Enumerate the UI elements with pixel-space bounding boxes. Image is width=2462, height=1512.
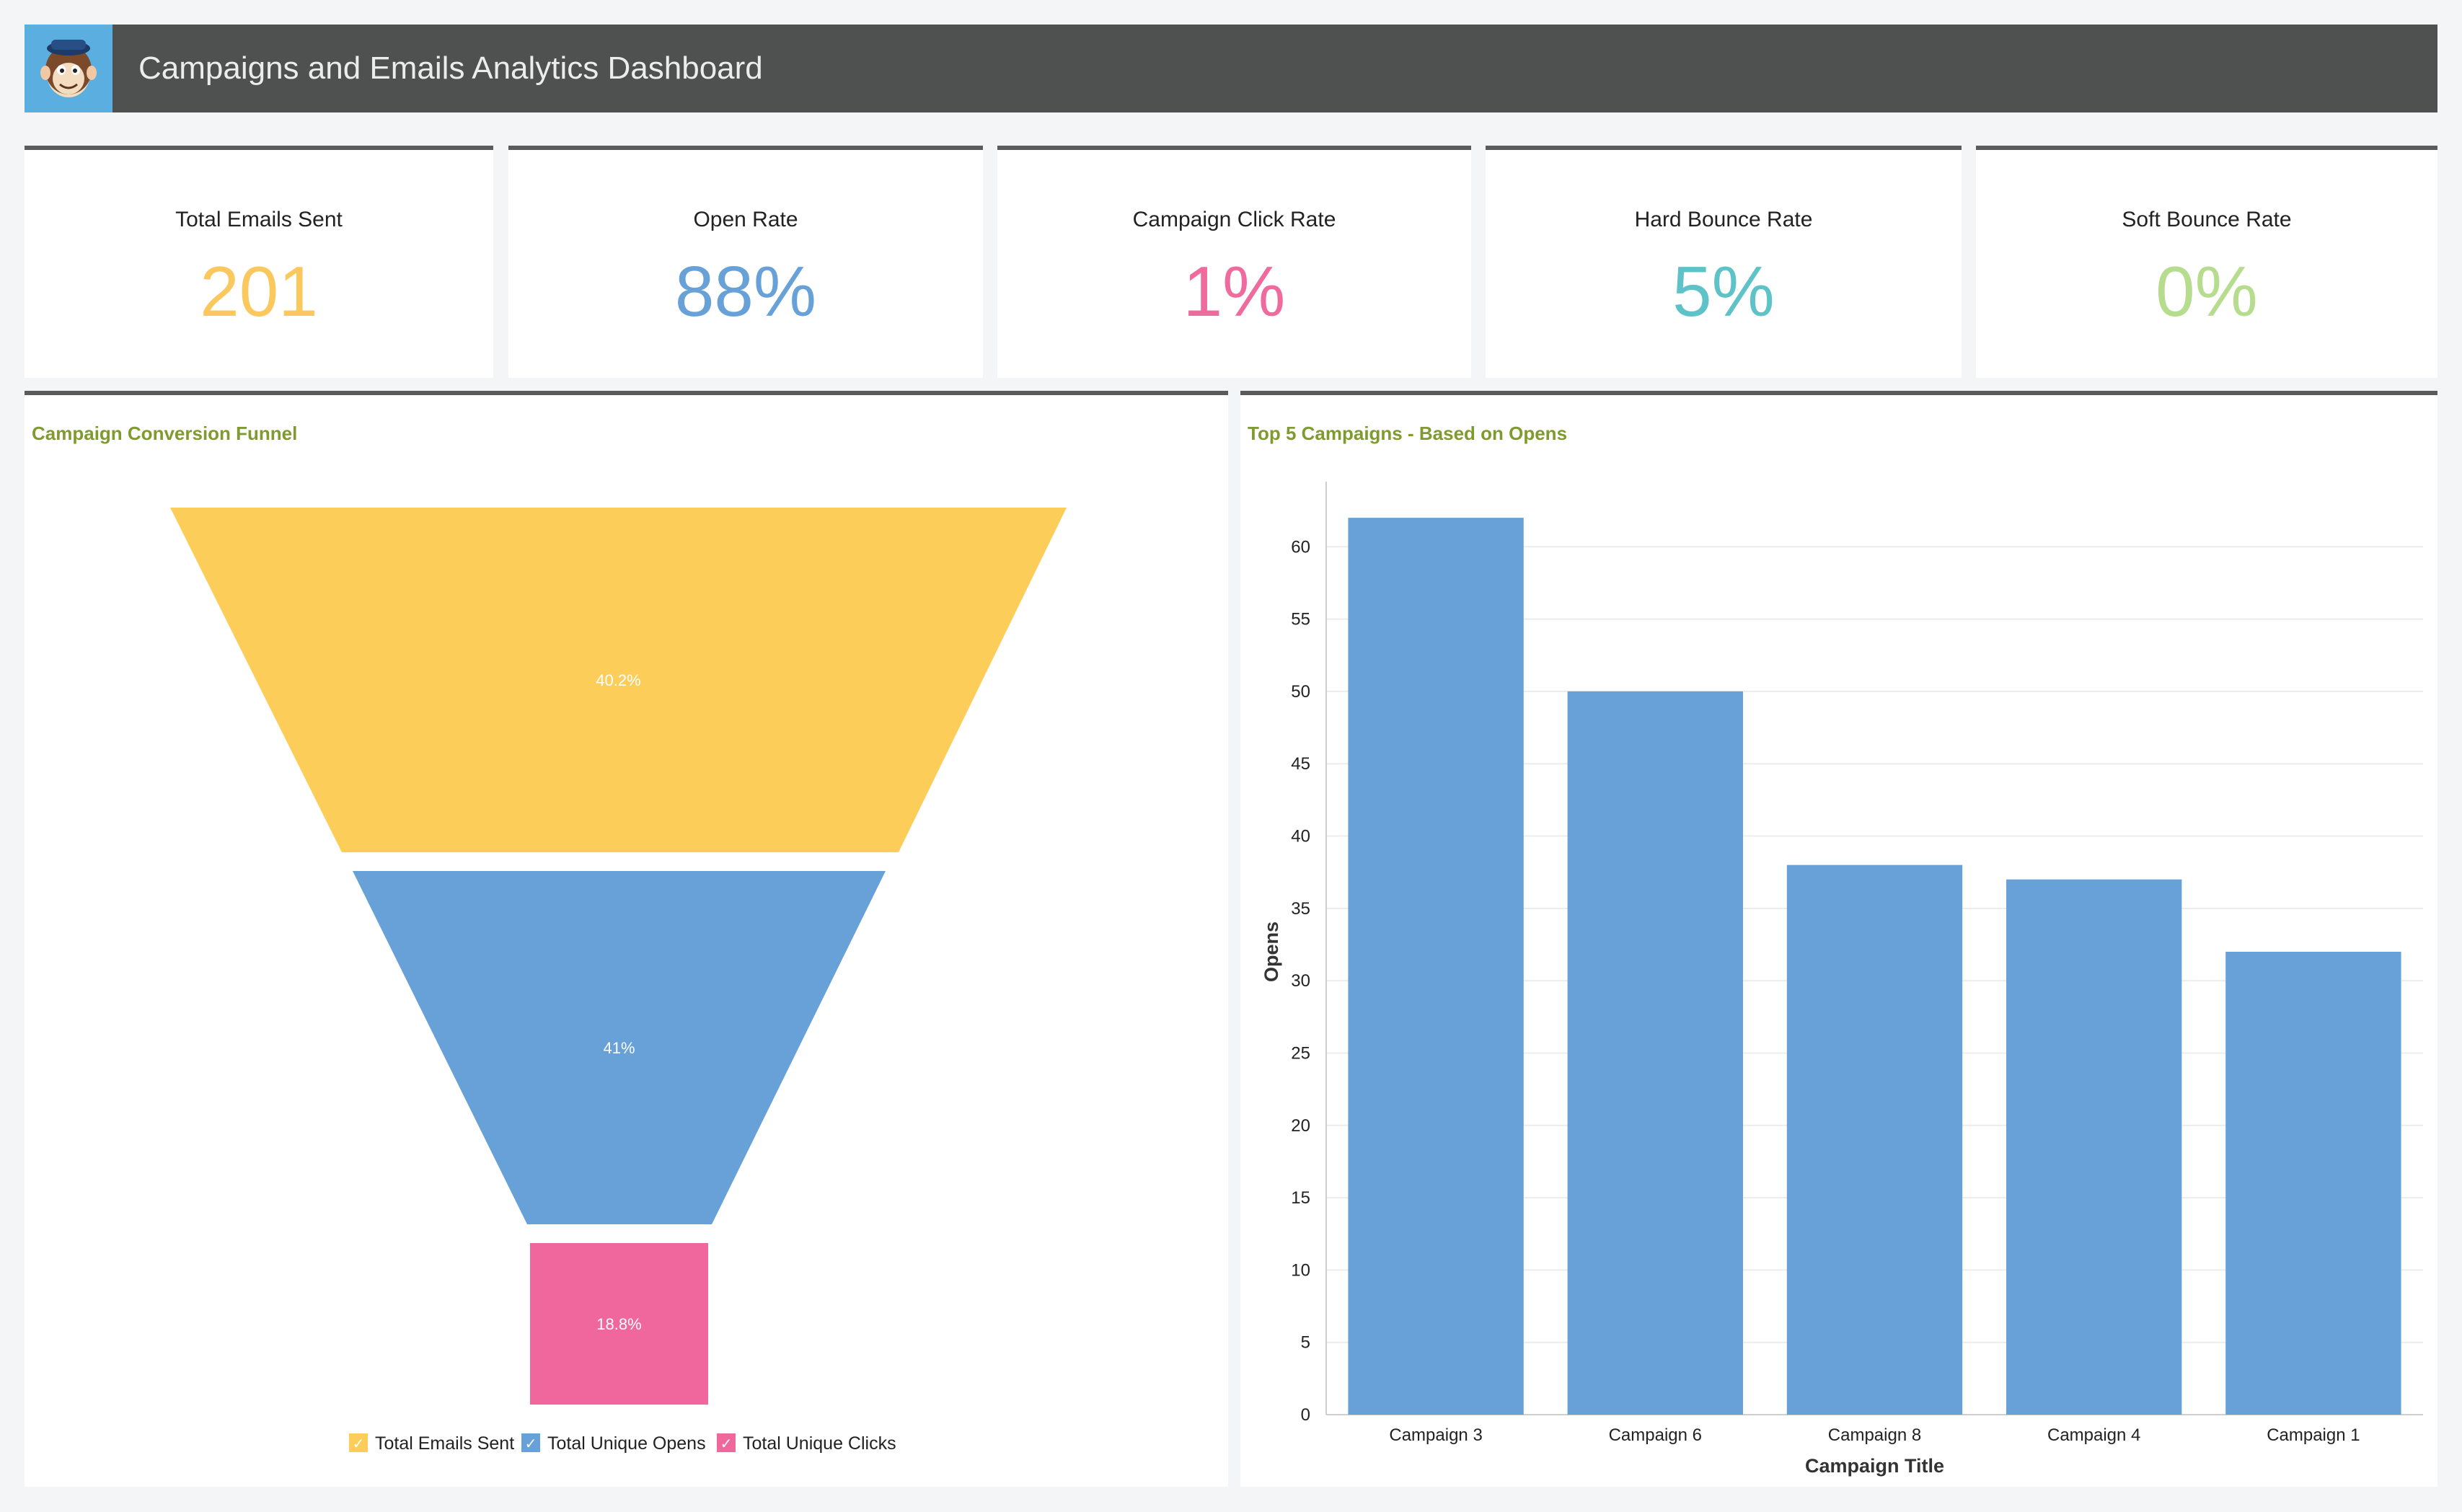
kpi-label: Campaign Click Rate [1132,208,1336,231]
dashboard-header: Campaigns and Emails Analytics Dashboard [25,25,2437,112]
bar-chart: 0 5 10 15 20 25 30 35 40 45 50 55 60 Campaign 3 Campai… [1261,482,2423,1477]
kpi-value: 1% [1183,252,1286,331]
funnel-stage [353,871,886,1224]
kpi-value: 88% [674,252,817,331]
check-icon: ✓ [525,1435,537,1452]
x-tick-label: Campaign 8 [1828,1425,1921,1445]
x-axis-title: Campaign Title [1805,1455,1944,1477]
funnel-stage [170,508,1067,852]
kpi-value: 201 [200,252,318,331]
kpi-soft-bounce-rate: Soft Bounce Rate 0% [1976,146,2437,378]
bar-title: Top 5 Campaigns - Based on Opens [1248,423,1568,444]
kpi-total-emails-sent: Total Emails Sent 201 [25,146,493,378]
y-tick-label: 60 [1291,537,1310,557]
check-icon: ✓ [720,1435,733,1452]
y-tick-label: 55 [1291,610,1310,629]
y-tick-label: 45 [1291,754,1310,774]
x-tick-label: Campaign 1 [2267,1425,2360,1445]
x-tick-label: Campaign 6 [1609,1425,1702,1445]
kpi-campaign-click-rate: Campaign Click Rate 1% [997,146,1471,378]
y-tick-label: 15 [1291,1188,1310,1208]
kpi-label: Hard Bounce Rate [1634,208,1813,231]
page-title: Campaigns and Emails Analytics Dashboard [138,50,763,86]
kpi-value: 0% [2156,252,2258,331]
kpi-hard-bounce-rate: Hard Bounce Rate 5% [1486,146,1962,378]
bar [2225,952,2401,1415]
kpi-label: Soft Bounce Rate [2122,208,2292,231]
bar [1567,691,1743,1415]
kpi-label: Total Emails Sent [175,208,343,231]
y-tick-label: 30 [1291,971,1310,991]
y-tick-label: 25 [1291,1043,1310,1063]
bar-panel: 0 5 10 15 20 25 30 35 40 45 50 55 60 Campaign 3 Campai… [1240,391,2437,1487]
y-tick-label: 5 [1301,1333,1310,1353]
x-tick-label: Campaign 4 [2047,1425,2140,1445]
funnel-data-label: 41% [603,1039,635,1057]
bar [1786,865,1963,1415]
y-tick-label: 0 [1301,1405,1310,1425]
y-tick-label: 35 [1291,899,1310,919]
funnel-data-label: 18.8% [596,1315,641,1333]
legend-label: Total Unique Clicks [743,1433,896,1454]
funnel-title: Campaign Conversion Funnel [32,423,298,444]
legend-label: Total Unique Opens [547,1433,706,1454]
legend-label: Total Emails Sent [375,1433,514,1454]
y-tick-label: 10 [1291,1260,1310,1280]
funnel-data-label: 40.2% [596,671,640,689]
bar [2006,879,2182,1415]
funnel-chart: 40.2% 41% 18.8% ✓ Total Emails Sent ✓ Total Un… [170,508,1067,1454]
x-tick-label: Campaign 3 [1389,1425,1482,1445]
y-tick-label: 50 [1291,682,1310,702]
legend-swatch [717,1433,736,1452]
kpi-value: 5% [1672,252,1775,331]
y-tick-label: 20 [1291,1116,1310,1136]
y-axis-title: Opens [1261,921,1282,982]
funnel-stage [530,1243,708,1405]
legend-swatch [349,1433,368,1452]
y-tick-label: 40 [1291,827,1310,846]
check-icon: ✓ [353,1435,365,1452]
mailchimp-monkey-icon[interactable] [25,25,112,112]
funnel-panel: 40.2% 41% 18.8% ✓ Total Emails Sent ✓ Total Un… [25,391,1228,1487]
bar [1348,518,1524,1415]
legend-swatch [521,1433,540,1452]
kpi-label: Open Rate [693,208,798,231]
kpi-open-rate: Open Rate 88% [508,146,983,378]
